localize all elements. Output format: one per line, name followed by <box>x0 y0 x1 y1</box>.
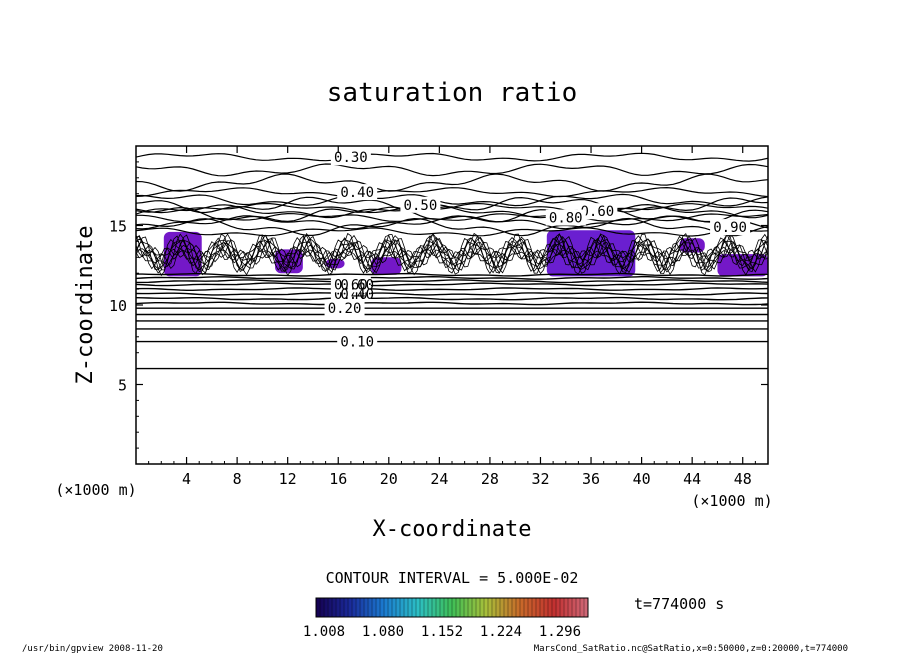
contour-line <box>136 233 768 275</box>
contour-labels: 0.300.400.50 0.600.800.900.100.200.400.60… <box>324 149 751 351</box>
chart-title: saturation ratio <box>327 78 577 108</box>
contour-lines <box>136 152 768 370</box>
contour-label: 0.50 <box>404 198 438 214</box>
contour-line <box>136 217 768 237</box>
colorbar-tick-label: 1.296 <box>539 624 581 640</box>
colorbar-tick-labels: 1.008 1.080 1.152 1.224 1.296 <box>303 624 581 640</box>
contour-label-bg <box>337 184 378 201</box>
colorbar-tick-label: 1.080 <box>362 624 404 640</box>
contour-label: 0.40 <box>340 185 374 201</box>
contour-line <box>136 301 768 306</box>
footer-left: /usr/bin/gpview 2008-11-20 <box>22 644 163 654</box>
contour-line <box>136 163 768 177</box>
x-unit-right: (×1000 m) <box>691 492 772 510</box>
contour-label: 0.10 <box>340 335 374 351</box>
contour-label: 0.40 <box>340 287 374 303</box>
y-axis-label: Z-coordinate <box>73 226 98 385</box>
contour-label: 0.80 <box>549 211 583 227</box>
contour-line <box>136 215 768 230</box>
contour-line <box>136 279 768 284</box>
time-label: t=774000 s <box>634 595 724 613</box>
contour-line <box>136 287 768 292</box>
contour-label-bg <box>324 300 365 317</box>
x-axis-label: X-coordinate <box>373 517 532 542</box>
contour-label-bg <box>400 196 441 213</box>
contour-line <box>136 212 768 223</box>
colorbar-tick-label: 1.224 <box>480 624 522 640</box>
contour-line <box>136 193 768 207</box>
contour-label: 0.90 <box>713 220 747 236</box>
contour-line <box>136 233 768 277</box>
supersaturation-region <box>371 257 402 275</box>
y-tick-label: 5 <box>118 377 127 395</box>
plot-frame <box>135 145 769 465</box>
x-tick-label: 16 <box>329 470 347 488</box>
contour-line <box>136 152 768 162</box>
contour-line <box>136 296 768 301</box>
contour-label: 0.30 <box>334 150 368 166</box>
contour-line <box>136 233 768 276</box>
contour-label-bg <box>330 276 371 293</box>
contour-line <box>136 173 768 192</box>
x-tick-label: 4 <box>182 470 191 488</box>
x-tick-label: 44 <box>683 470 701 488</box>
y-axis-ticks: 5 10 15 <box>109 145 768 465</box>
colorbar-tick-label: 1.152 <box>421 624 463 640</box>
colorbar-tick-label: 1.008 <box>303 624 345 640</box>
x-tick-label: 28 <box>481 470 499 488</box>
colorbar-stripes <box>319 598 585 617</box>
x-tick-label: 40 <box>633 470 651 488</box>
contour-line <box>136 232 768 276</box>
x-tick-label: 36 <box>582 470 600 488</box>
contour-line <box>136 233 768 277</box>
x-unit-left: (×1000 m) <box>55 481 136 499</box>
x-tick-label: 32 <box>531 470 549 488</box>
contour-line <box>136 292 768 296</box>
contour-label-bg <box>545 209 586 226</box>
contour-line <box>136 282 768 287</box>
contour-label-bg <box>330 149 371 166</box>
x-tick-label: 8 <box>233 470 242 488</box>
x-tick-label: 12 <box>279 470 297 488</box>
y-tick-label: 15 <box>109 218 127 236</box>
x-tick-label: 24 <box>430 470 448 488</box>
contour-line <box>136 233 768 274</box>
contour-label: 0.60 <box>334 277 368 293</box>
contour-line <box>136 227 768 237</box>
x-axis-ticks: 4 8 12 16 20 24 28 32 36 40 44 48 <box>135 146 769 488</box>
contour-line <box>136 272 768 277</box>
contour-label: 0.60 <box>581 204 615 220</box>
x-tick-label: 48 <box>734 470 752 488</box>
contour-label: 0.60 <box>340 277 374 293</box>
contour-line <box>136 234 768 276</box>
contour-interval-label: CONTOUR INTERVAL = 5.000E-02 <box>326 569 579 587</box>
contour-line <box>136 203 768 219</box>
contour-line <box>136 233 768 276</box>
footer-right: MarsCond_SatRatio.nc@SatRatio,x=0:50000,… <box>534 644 848 654</box>
contour-line <box>136 186 768 198</box>
plot-area: 0.300.400.50 0.600.800.900.100.200.400.60… <box>136 149 768 370</box>
contour-label: 0.20 <box>328 301 362 317</box>
contour-label-bg <box>577 203 618 220</box>
contour-label-bg <box>710 219 751 236</box>
contour-line <box>136 275 768 280</box>
contour-label-bg <box>337 333 378 350</box>
x-tick-label: 20 <box>380 470 398 488</box>
y-tick-label: 10 <box>109 297 127 315</box>
